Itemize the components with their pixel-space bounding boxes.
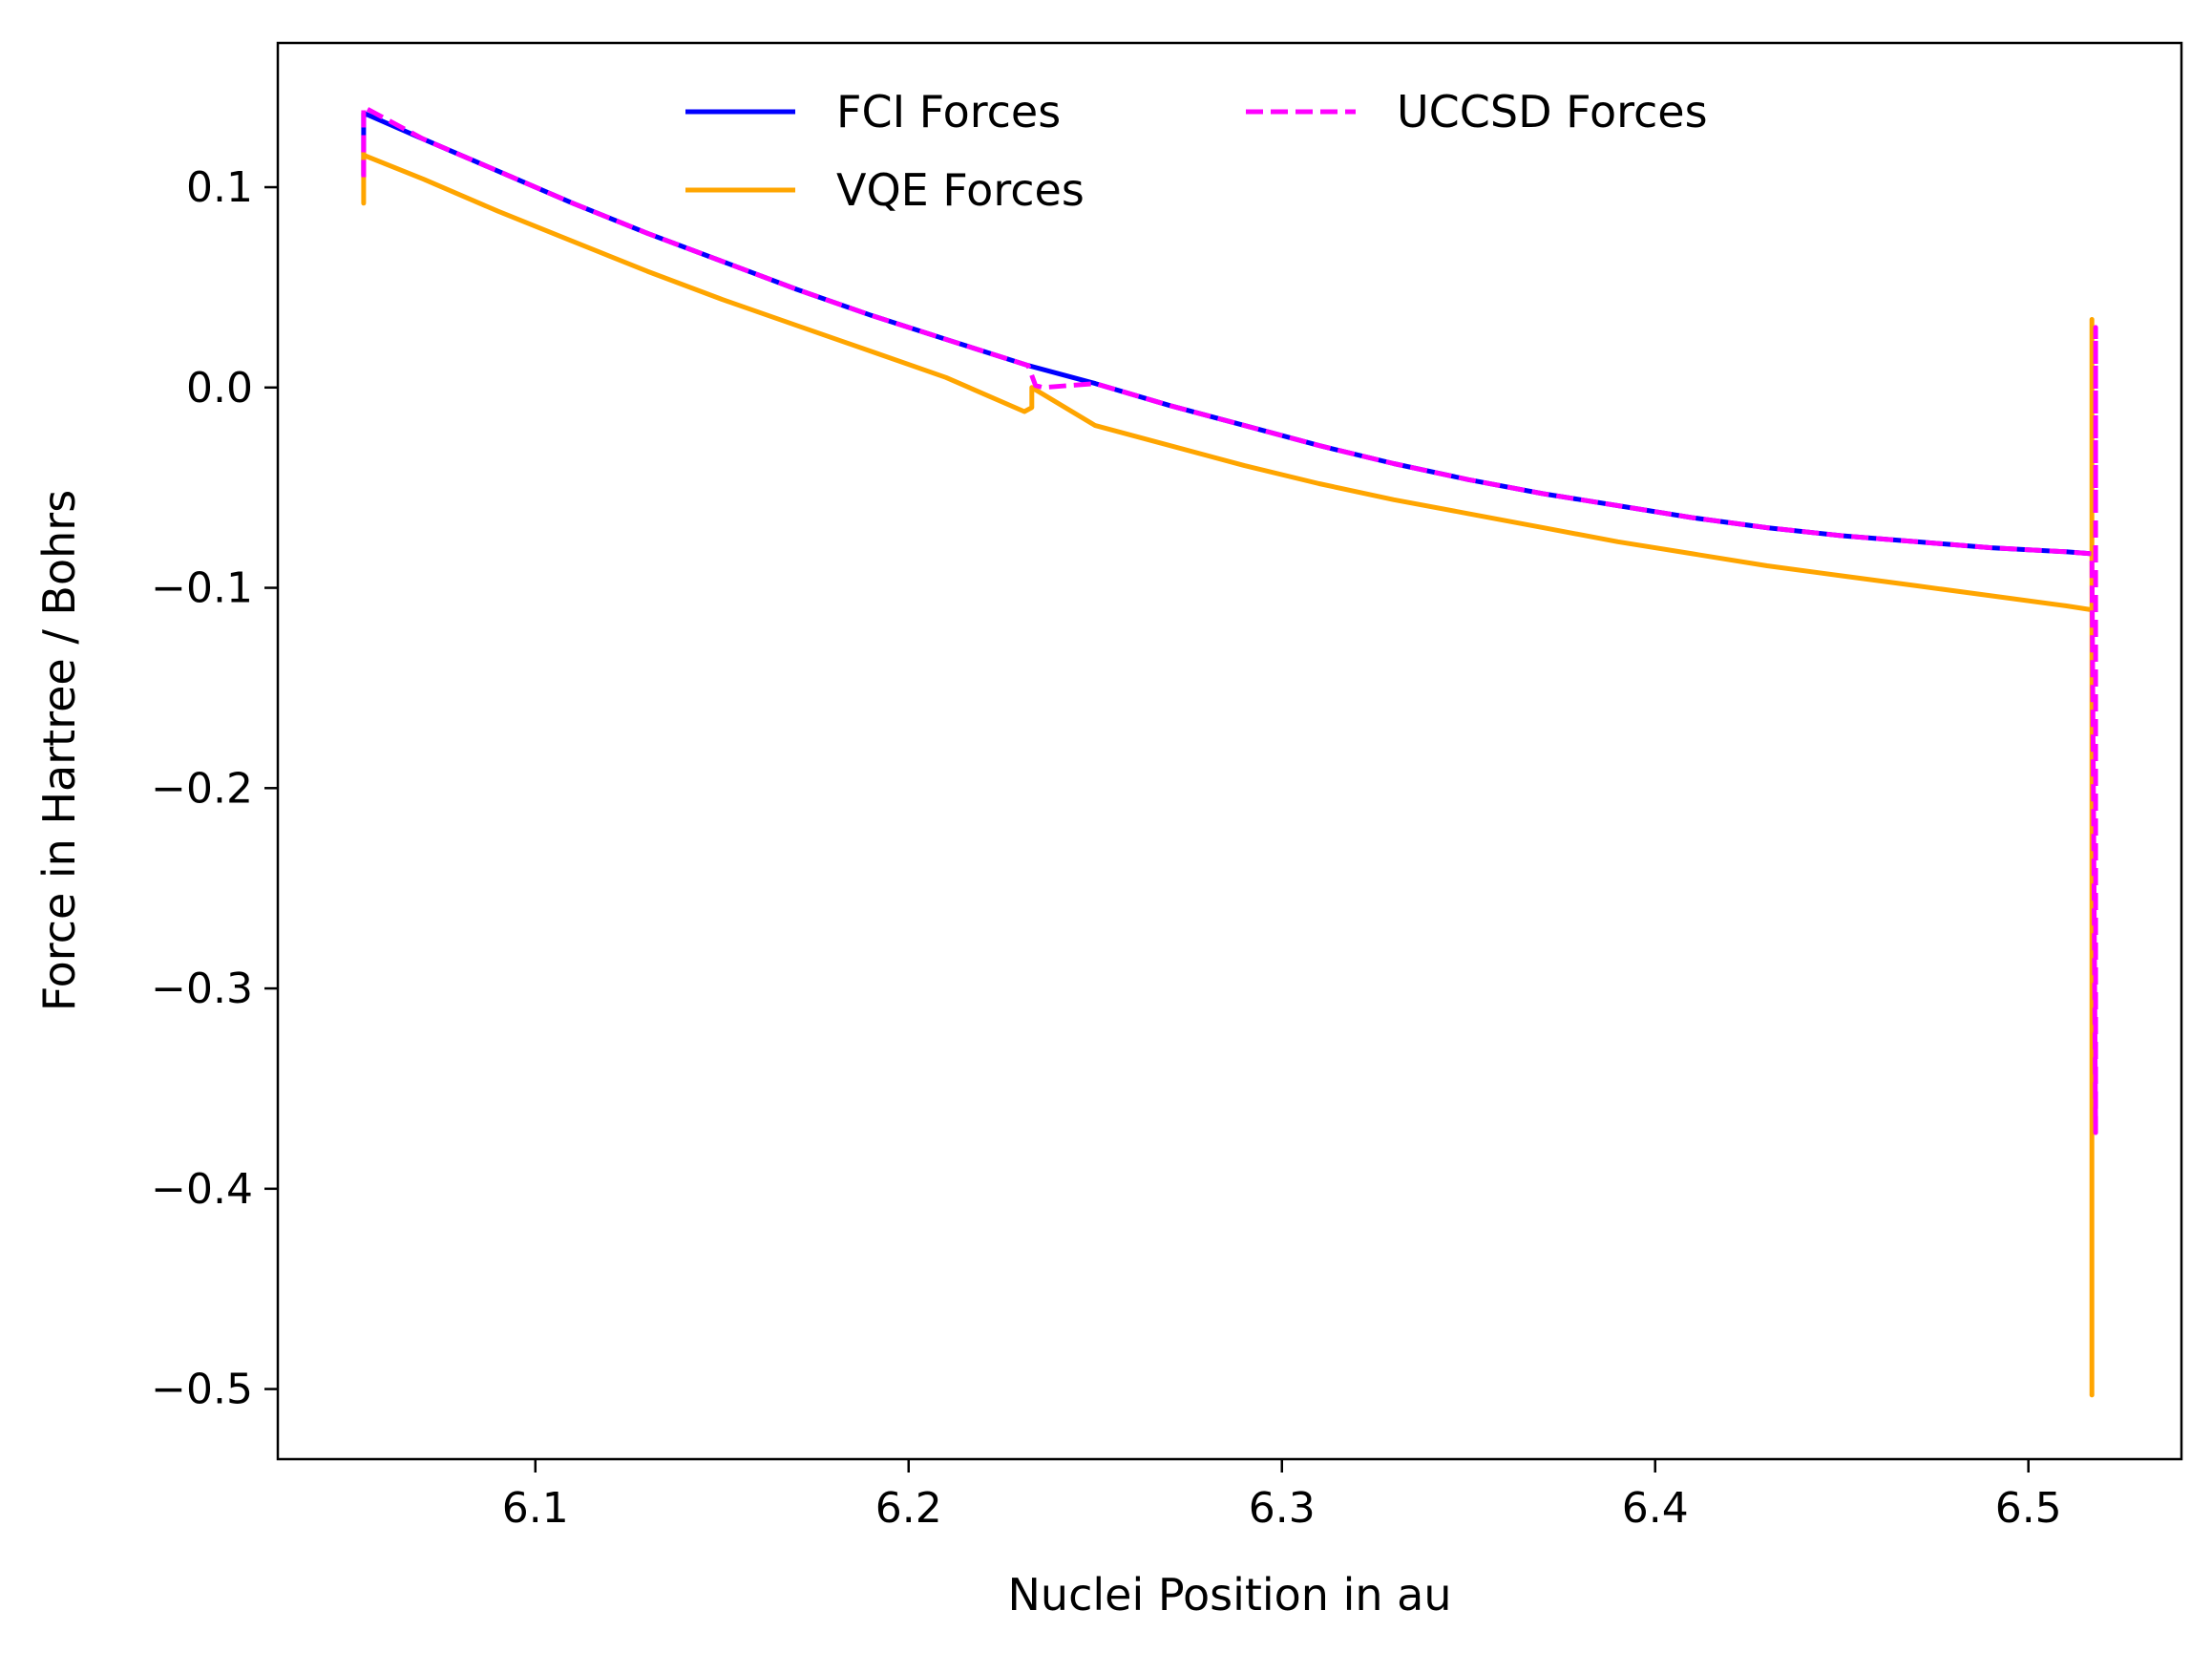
x-axis-title: Nuclei Position in au bbox=[1008, 1569, 1452, 1621]
x-tick-label: 6.2 bbox=[875, 1484, 942, 1533]
legend-label: VQE Forces bbox=[836, 164, 1085, 216]
x-tick-label: 6.3 bbox=[1249, 1484, 1316, 1533]
y-tick-label: −0.5 bbox=[151, 1366, 253, 1414]
y-tick-label: 0.1 bbox=[186, 163, 253, 212]
y-tick-label: −0.3 bbox=[151, 964, 253, 1013]
y-tick-label: −0.4 bbox=[151, 1165, 253, 1214]
y-axis: 0.1 0.0 −0.1 −0.2 −0.3 −0.4 −0.5 bbox=[151, 163, 278, 1414]
legend: FCI Forces VQE Forces UCCSD Forces bbox=[685, 86, 1708, 216]
legend-label: FCI Forces bbox=[836, 86, 1061, 138]
y-tick-label: −0.1 bbox=[151, 564, 253, 613]
series-line-vqe-forces bbox=[361, 148, 2095, 1398]
y-axis-title: Force in Hartree / Bohrs bbox=[33, 490, 85, 1011]
x-tick-label: 6.5 bbox=[1995, 1484, 2062, 1533]
x-axis: 6.1 6.2 6.3 6.4 6.5 bbox=[502, 1459, 2062, 1533]
series-layer bbox=[361, 104, 2098, 1398]
plot-frame bbox=[276, 41, 2183, 1461]
series-line-uccsd-forces bbox=[361, 104, 2098, 1135]
x-tick-label: 6.4 bbox=[1622, 1484, 1689, 1533]
y-tick-label: 0.0 bbox=[186, 364, 253, 413]
legend-label: UCCSD Forces bbox=[1397, 86, 1708, 138]
x-tick-label: 6.1 bbox=[502, 1484, 569, 1533]
y-tick-label: −0.2 bbox=[151, 764, 253, 813]
